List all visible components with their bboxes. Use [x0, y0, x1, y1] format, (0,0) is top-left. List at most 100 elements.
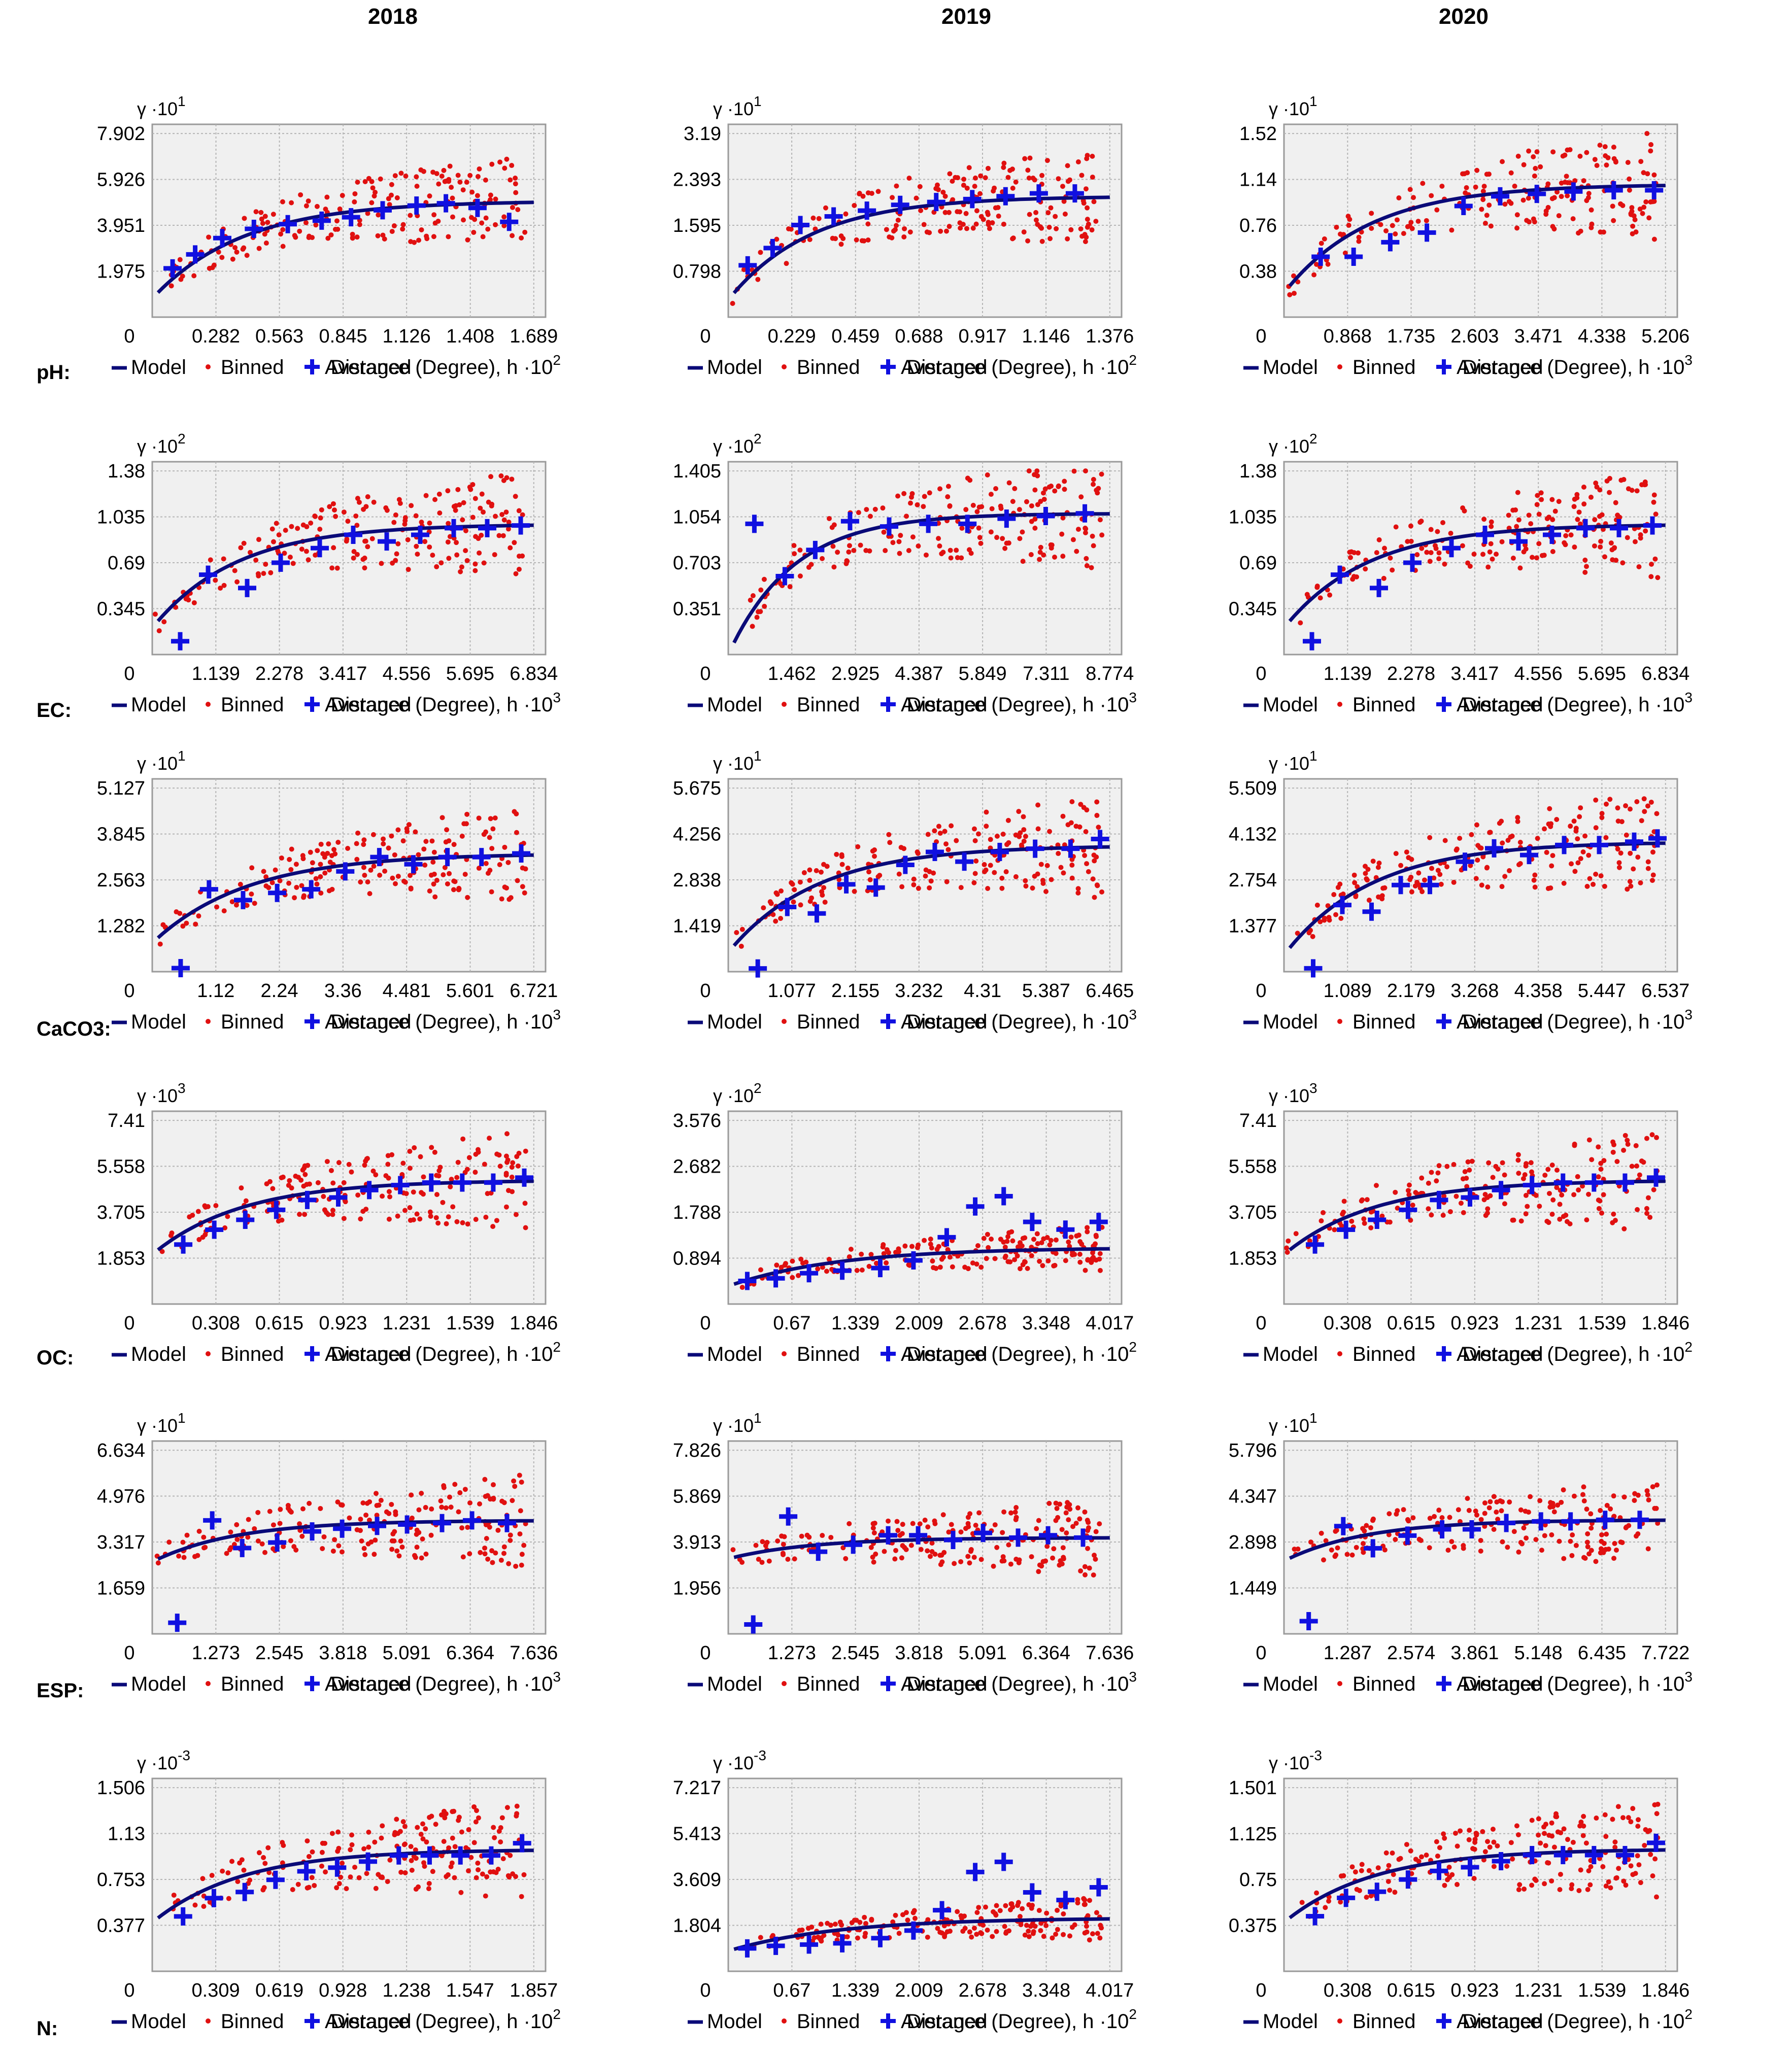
binned-point: [983, 175, 988, 181]
binned-point: [229, 1859, 235, 1864]
binned-point: [427, 888, 432, 894]
binned-point: [365, 494, 370, 499]
binned-point: [985, 1231, 990, 1237]
binned-point: [1082, 1564, 1088, 1569]
x-tick-label: 0.845: [319, 326, 367, 347]
binned-point: [498, 1825, 503, 1831]
y-tick-label: 3.705: [97, 1202, 145, 1223]
binned-point: [781, 1542, 786, 1547]
binned-point: [260, 1887, 266, 1893]
binned-point: [353, 513, 359, 519]
binned-point: [854, 237, 859, 243]
binned-point: [1081, 1902, 1087, 1907]
binned-point: [1552, 508, 1558, 514]
binned-point: [1621, 1226, 1627, 1231]
binned-point: [896, 1249, 901, 1254]
binned-point: [847, 1254, 852, 1259]
binned-point: [1650, 872, 1656, 878]
binned-point: [419, 520, 424, 525]
binned-point: [465, 1221, 470, 1227]
x-axis-exponent: 3: [1129, 1669, 1137, 1685]
binned-point: [1549, 497, 1555, 502]
binned-point: [1284, 1245, 1290, 1251]
binned-point: [506, 520, 512, 525]
y-tick-label: 1.13: [108, 1823, 145, 1844]
binned-point: [902, 226, 907, 231]
binned-point: [1494, 1509, 1499, 1515]
binned-point: [1364, 1895, 1369, 1900]
averaged-point: [966, 1197, 985, 1216]
binned-point: [389, 1501, 394, 1507]
binned-point: [1059, 1527, 1065, 1532]
binned-point: [1037, 550, 1043, 555]
binned-point: [937, 831, 943, 836]
binned-point: [315, 1180, 321, 1185]
binned-point: [1622, 1133, 1628, 1138]
binned-point: [1598, 544, 1603, 550]
binned-point: [974, 208, 979, 214]
binned-point: [927, 885, 932, 890]
y-tick-label: 2.393: [673, 169, 721, 191]
binned-point: [832, 1922, 838, 1927]
binned-point: [1495, 1843, 1500, 1848]
binned-point: [1518, 1539, 1524, 1545]
binned-point: [1393, 851, 1399, 857]
binned-point: [1035, 802, 1041, 808]
binned-point: [871, 1559, 876, 1565]
binned-point: [398, 1538, 403, 1544]
binned-point: [482, 1545, 488, 1551]
binned-point: [456, 885, 462, 891]
binned-point: [1039, 238, 1045, 244]
binned-point: [1004, 540, 1009, 546]
binned-point: [947, 171, 953, 177]
binned-point: [389, 1538, 395, 1544]
binned-point: [1447, 1209, 1453, 1214]
binned-point: [1518, 1218, 1524, 1224]
binned-point: [958, 1529, 964, 1535]
binned-point: [1534, 502, 1540, 507]
binned-point: [325, 1212, 331, 1217]
binned-point: [472, 561, 478, 567]
x-tick-label: 2.24: [261, 980, 298, 1002]
binned-point: [1094, 1910, 1099, 1915]
binned-point: [1645, 859, 1651, 865]
binned-point: [1009, 166, 1015, 172]
averaged-point: [378, 532, 396, 551]
binned-point: [869, 1916, 874, 1922]
binned-point: [395, 827, 401, 833]
binned-point: [1387, 1219, 1393, 1225]
binned-point: [1573, 1543, 1579, 1548]
binned-point: [244, 253, 250, 258]
binned-point: [807, 867, 813, 873]
binned-point: [344, 536, 350, 542]
binned-point: [1444, 864, 1450, 870]
binned-point: [1381, 545, 1387, 551]
binned-point: [1391, 1872, 1396, 1877]
x-tick-label: 0: [700, 1980, 711, 2001]
binned-point: [471, 1804, 477, 1809]
binned-point: [506, 1561, 512, 1566]
binned-point: [1429, 866, 1434, 871]
binned-point: [405, 567, 411, 572]
binned-point: [239, 1185, 244, 1191]
binned-point: [1035, 1241, 1040, 1246]
binned-point: [1045, 1258, 1051, 1263]
binned-point: [824, 1269, 829, 1274]
binned-point: [866, 1263, 872, 1269]
binned-point: [1532, 884, 1538, 890]
binned-point: [399, 1544, 405, 1550]
x-tick-label: 0: [124, 1642, 134, 1664]
binned-point: [1390, 223, 1395, 228]
x-tick-label: 4.017: [1086, 1313, 1134, 1334]
binned-point: [306, 198, 311, 204]
binned-point: [942, 829, 948, 834]
averaged-point: [199, 880, 218, 899]
binned-point: [922, 494, 927, 499]
y-tick-label: 1.956: [673, 1578, 721, 1599]
binned-point: [1549, 1833, 1555, 1839]
binned-point: [867, 877, 873, 882]
binned-point: [1042, 486, 1048, 492]
legend-model-label: Model: [1263, 1011, 1318, 1033]
binned-point: [500, 1856, 506, 1862]
